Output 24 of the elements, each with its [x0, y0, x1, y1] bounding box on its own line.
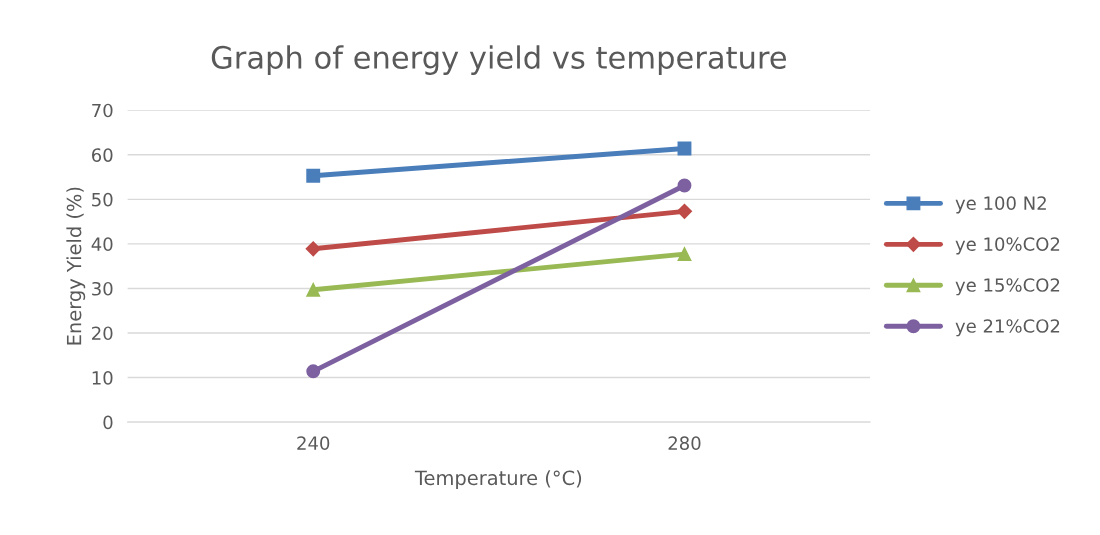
y-tick-label: 20: [92, 326, 113, 341]
y-tick-label: 60: [92, 148, 113, 162]
point: [305, 241, 321, 257]
y-axis-title: Energy Yield (%): [66, 187, 86, 345]
legend-label: ye 100 N2: [955, 196, 1046, 214]
point: [677, 247, 692, 262]
y-tick-label: 70: [92, 103, 113, 118]
y-tick-label: 30: [92, 281, 113, 296]
y-tick-label: 10: [92, 371, 113, 385]
y-tick-label: 40: [91, 237, 113, 251]
chart-title: Graph of energy yield vs temperature: [211, 45, 786, 75]
point: [306, 364, 321, 379]
legend-label: ye 10%CO2: [955, 237, 1060, 255]
point: [677, 178, 692, 193]
legend-label: ye 15%CO2: [955, 278, 1060, 296]
y-tick-label: 50: [92, 192, 113, 207]
point: [676, 203, 693, 219]
point: [306, 168, 321, 183]
x-axis-title: Temperature (°C): [414, 470, 582, 489]
y-tick-label: 0: [103, 415, 113, 430]
x-tick-label: 240: [297, 436, 330, 450]
x-tick-label: 280: [668, 436, 701, 450]
legend-label: ye 21%CO2: [955, 319, 1060, 337]
point: [306, 282, 321, 297]
